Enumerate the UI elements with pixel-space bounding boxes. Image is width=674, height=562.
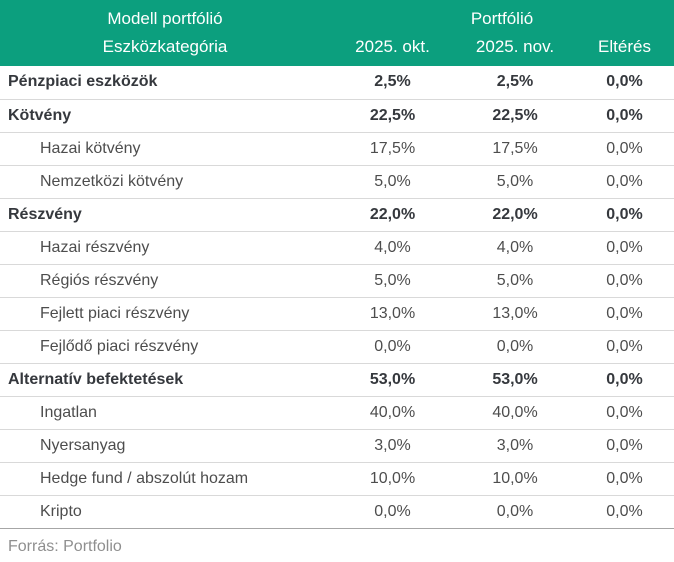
value-cell: 10,0%	[330, 462, 455, 496]
category-cell: Hazai részvény	[0, 231, 330, 265]
value-cell: 0,0%	[575, 165, 674, 199]
value-cell: 0,0%	[575, 363, 674, 397]
source-note: Forrás: Portfolio	[8, 537, 122, 555]
category-cell: Kötvény	[0, 99, 330, 133]
value-cell: 13,0%	[330, 297, 455, 331]
value-cell: 53,0%	[330, 363, 455, 397]
table-row: Nemzetközi kötvény 5,0% 5,0% 0,0%	[0, 165, 674, 199]
header-group-left: Modell portfólió	[0, 0, 330, 31]
header-group-right: Portfólió	[330, 0, 674, 31]
value-cell: 0,0%	[575, 429, 674, 463]
table-row: Fejlett piaci részvény 13,0% 13,0% 0,0%	[0, 297, 674, 331]
value-cell: 0,0%	[575, 66, 674, 100]
value-cell: 0,0%	[575, 330, 674, 364]
value-cell: 40,0%	[455, 396, 575, 430]
value-cell: 40,0%	[330, 396, 455, 430]
value-cell: 53,0%	[455, 363, 575, 397]
table-row: Hazai részvény 4,0% 4,0% 0,0%	[0, 231, 674, 265]
value-cell: 3,0%	[330, 429, 455, 463]
table-row: Kötvény 22,5% 22,5% 0,0%	[0, 99, 674, 133]
category-cell: Részvény	[0, 198, 330, 232]
value-cell: 0,0%	[455, 495, 575, 529]
category-cell: Fejlett piaci részvény	[0, 297, 330, 331]
value-cell: 17,5%	[455, 132, 575, 166]
table-row: Kripto 0,0% 0,0% 0,0%	[0, 495, 674, 529]
value-cell: 5,0%	[330, 264, 455, 298]
value-cell: 22,0%	[455, 198, 575, 232]
column-header-nov: 2025. nov.	[455, 31, 575, 66]
category-cell: Pénzpiaci eszközök	[0, 66, 330, 100]
table-row: Pénzpiaci eszközök 2,5% 2,5% 0,0%	[0, 66, 674, 100]
table-row: Ingatlan 40,0% 40,0% 0,0%	[0, 396, 674, 430]
table-header: Modell portfólió Portfólió Eszközkategór…	[0, 0, 674, 66]
value-cell: 2,5%	[455, 66, 575, 100]
category-cell: Ingatlan	[0, 396, 330, 430]
category-cell: Nyersanyag	[0, 429, 330, 463]
table-body: Pénzpiaci eszközök 2,5% 2,5% 0,0% Kötvény 22,…	[0, 66, 674, 529]
value-cell: 0,0%	[575, 99, 674, 133]
table-row: Részvény 22,0% 22,0% 0,0%	[0, 198, 674, 232]
category-cell: Kripto	[0, 495, 330, 529]
category-cell: Hedge fund / abszolút hozam	[0, 462, 330, 496]
value-cell: 17,5%	[330, 132, 455, 166]
value-cell: 0,0%	[575, 297, 674, 331]
value-cell: 5,0%	[330, 165, 455, 199]
value-cell: 0,0%	[330, 495, 455, 529]
column-header-category: Eszközkategória	[0, 31, 330, 66]
value-cell: 0,0%	[575, 264, 674, 298]
category-cell: Fejlődő piaci részvény	[0, 330, 330, 364]
value-cell: 4,0%	[455, 231, 575, 265]
value-cell: 22,5%	[330, 99, 455, 133]
column-header-okt: 2025. okt.	[330, 31, 455, 66]
value-cell: 0,0%	[575, 198, 674, 232]
value-cell: 13,0%	[455, 297, 575, 331]
portfolio-table: Modell portfólió Portfólió Eszközkategór…	[0, 0, 674, 529]
value-cell: 0,0%	[575, 495, 674, 529]
value-cell: 0,0%	[575, 396, 674, 430]
header-column-row: Eszközkategória 2025. okt. 2025. nov. El…	[0, 31, 674, 66]
header-group-row: Modell portfólió Portfólió	[0, 0, 674, 31]
table-row: Nyersanyag 3,0% 3,0% 0,0%	[0, 429, 674, 463]
value-cell: 0,0%	[575, 132, 674, 166]
category-cell: Alternatív befektetések	[0, 363, 330, 397]
column-header-elteres: Eltérés	[575, 31, 674, 66]
value-cell: 0,0%	[575, 231, 674, 265]
table-row: Régiós részvény 5,0% 5,0% 0,0%	[0, 264, 674, 298]
value-cell: 0,0%	[330, 330, 455, 364]
category-cell: Hazai kötvény	[0, 132, 330, 166]
value-cell: 5,0%	[455, 264, 575, 298]
category-cell: Régiós részvény	[0, 264, 330, 298]
table-row: Hedge fund / abszolút hozam 10,0% 10,0% 0,0…	[0, 462, 674, 496]
value-cell: 22,0%	[330, 198, 455, 232]
value-cell: 0,0%	[455, 330, 575, 364]
category-cell: Nemzetközi kötvény	[0, 165, 330, 199]
table-row: Hazai kötvény 17,5% 17,5% 0,0%	[0, 132, 674, 166]
value-cell: 0,0%	[575, 462, 674, 496]
value-cell: 5,0%	[455, 165, 575, 199]
value-cell: 2,5%	[330, 66, 455, 100]
value-cell: 10,0%	[455, 462, 575, 496]
value-cell: 3,0%	[455, 429, 575, 463]
value-cell: 22,5%	[455, 99, 575, 133]
table-row: Fejlődő piaci részvény 0,0% 0,0% 0,0%	[0, 330, 674, 364]
table-row: Alternatív befektetések 53,0% 53,0% 0,0%	[0, 363, 674, 397]
value-cell: 4,0%	[330, 231, 455, 265]
